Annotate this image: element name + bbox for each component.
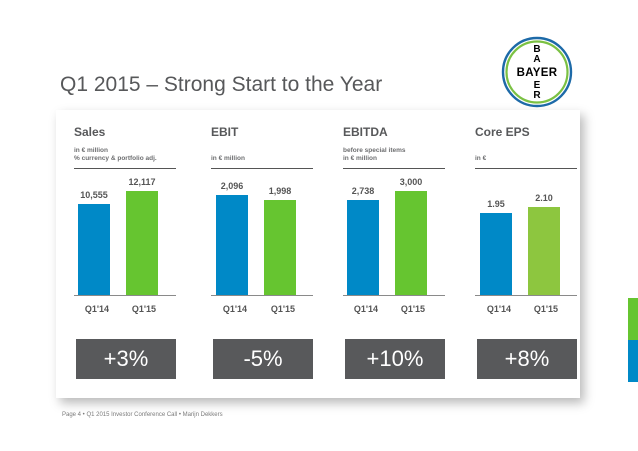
- bar-q114: [480, 213, 512, 295]
- bar-chart: 2,738 3,000: [347, 177, 427, 295]
- kpi-title: EBIT: [211, 125, 239, 139]
- kpi-subtitle-line: in €: [475, 155, 487, 162]
- kpi-title: EBITDA: [343, 125, 388, 139]
- kpi-title: Sales: [74, 125, 106, 139]
- category-label-q1-14: Q1'14: [222, 304, 248, 314]
- title-rule: [211, 168, 313, 169]
- bar-value-label: 1,998: [269, 186, 292, 196]
- bar-value-label: 1.95: [487, 199, 505, 209]
- kpi-subtitle-line: before special items: [343, 147, 406, 154]
- change-badge: +8%: [477, 339, 577, 379]
- title-rule: [475, 168, 577, 169]
- title-rule: [74, 168, 176, 169]
- logo-text-horizontal: BAYER: [517, 67, 558, 79]
- bar-q115: [264, 200, 296, 295]
- bar-q114: [347, 200, 379, 295]
- bar-q115: [126, 191, 158, 295]
- kpi-title: Core EPS: [475, 125, 530, 139]
- kpi-group-sales: Sales in € million % currency & portfoli…: [74, 118, 176, 380]
- kpi-subtitle-line: in € million: [211, 155, 245, 162]
- category-label-q1-14: Q1'14: [353, 304, 379, 314]
- category-label-q1-15: Q1'15: [131, 304, 157, 314]
- kpi-group-ebitda: EBITDA before special items in € million…: [343, 118, 445, 380]
- logo-vertical-letter: E: [534, 80, 541, 91]
- x-axis-line: [74, 295, 176, 296]
- bar-value-label: 2,738: [352, 186, 375, 196]
- kpi-group-ebit: EBIT in € million 2,096 1,998 Q1'14 Q1'15…: [211, 118, 313, 380]
- category-label-q1-15: Q1'15: [400, 304, 426, 314]
- page-footer: Page 4 • Q1 2015 Investor Conference Cal…: [62, 412, 223, 418]
- change-badge: +3%: [76, 339, 176, 379]
- bar-value-label: 3,000: [400, 177, 423, 187]
- bar-value-label: 10,555: [80, 190, 108, 200]
- bar-chart: 10,555 12,117: [78, 177, 158, 295]
- bayer-cross-logo: BAYER B A E R: [501, 36, 573, 108]
- kpi-subtitle-line: % currency & portfolio adj.: [74, 155, 157, 162]
- kpi-subtitle-line: in € million: [74, 147, 108, 154]
- edge-accent-blue: [628, 340, 638, 382]
- logo-text-vertical: B A E R: [533, 44, 541, 101]
- bar-q115: [528, 207, 560, 295]
- bar-value-label: 2,096: [221, 181, 244, 191]
- title-rule: [343, 168, 445, 169]
- bar-chart: 2,096 1,998: [216, 181, 296, 295]
- edge-accent-green: [628, 298, 638, 340]
- change-badge: -5%: [213, 339, 313, 379]
- category-label-q1-15: Q1'15: [533, 304, 559, 314]
- category-label-q1-14: Q1'14: [84, 304, 110, 314]
- bar-q115: [395, 191, 427, 295]
- x-axis-line: [211, 295, 313, 296]
- logo-vertical-letter: R: [533, 90, 541, 101]
- category-label-q1-15: Q1'15: [270, 304, 296, 314]
- logo-vertical-letter: A: [533, 54, 540, 65]
- x-axis-line: [343, 295, 445, 296]
- bar-q114: [78, 204, 110, 295]
- logo-vertical-letter: B: [533, 44, 540, 55]
- category-label-q1-14: Q1'14: [486, 304, 512, 314]
- kpi-subtitle-line: in € million: [343, 155, 377, 162]
- slide-title: Q1 2015 – Strong Start to the Year: [60, 73, 383, 96]
- bar-chart: 1.95 2.10: [480, 193, 560, 295]
- bar-q114: [216, 195, 248, 295]
- kpi-group-core-eps: Core EPS in € 1.95 2.10 Q1'14 Q1'15 +8%: [475, 118, 577, 380]
- bar-value-label: 2.10: [535, 193, 553, 203]
- x-axis-line: [475, 295, 577, 296]
- change-badge: +10%: [345, 339, 445, 379]
- bar-value-label: 12,117: [128, 177, 155, 187]
